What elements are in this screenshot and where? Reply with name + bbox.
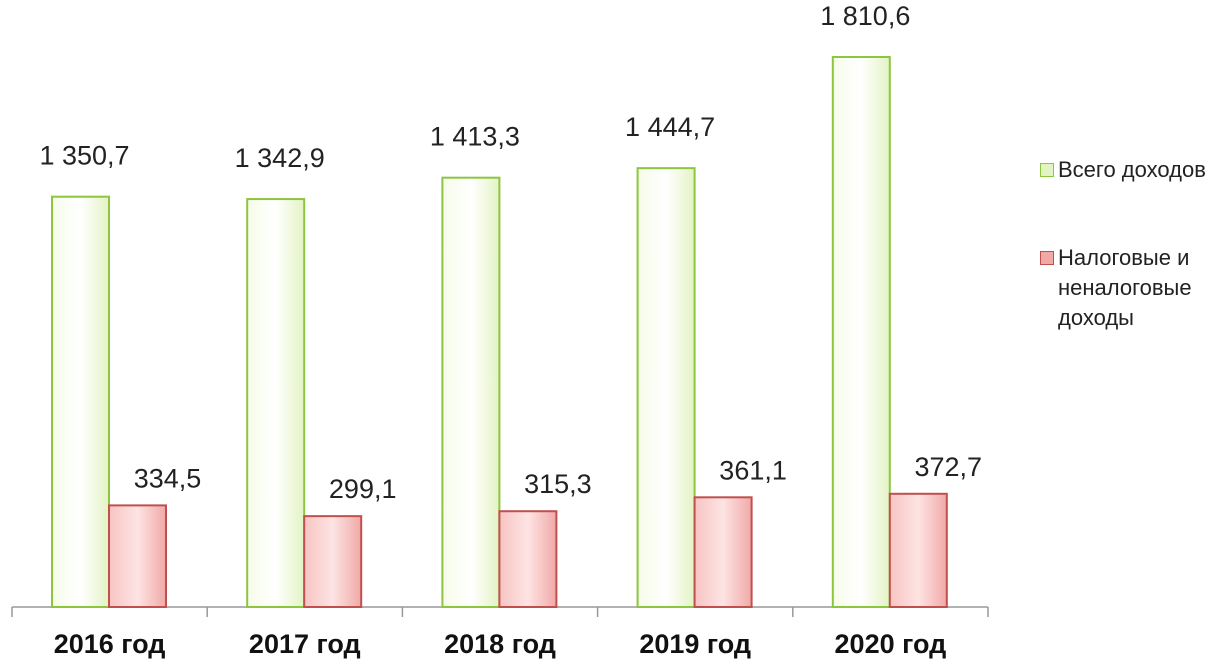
x-tick-label: 2017 год <box>249 629 361 659</box>
value-label: 1 444,7 <box>625 112 715 142</box>
bar <box>831 56 891 608</box>
bar <box>693 496 753 608</box>
x-tick-label: 2018 год <box>444 629 556 659</box>
legend-label: Всего доходов <box>1058 157 1206 182</box>
legend-label: Налоговые и неналоговые доходы <box>1058 245 1192 330</box>
bar <box>636 167 696 609</box>
bar <box>51 195 110 608</box>
bar <box>498 510 558 608</box>
bar <box>108 504 167 609</box>
bar <box>888 492 948 609</box>
value-label: 372,7 <box>915 452 983 482</box>
legend: Всего доходов Налоговые и неналоговые дох… <box>1040 155 1220 391</box>
bar <box>246 198 306 608</box>
x-tick-label: 2019 год <box>639 629 751 659</box>
bar <box>303 515 363 608</box>
value-label: 361,1 <box>719 455 787 485</box>
legend-swatch <box>1040 163 1054 177</box>
value-label: 1 342,9 <box>235 143 325 173</box>
value-label: 299,1 <box>329 474 397 504</box>
value-label: 315,3 <box>524 469 592 499</box>
bar <box>441 176 501 608</box>
value-label: 1 810,6 <box>820 1 910 31</box>
legend-item: Всего доходов <box>1040 155 1220 185</box>
legend-item: Налоговые и неналоговые доходы <box>1040 243 1220 333</box>
legend-swatch <box>1040 251 1054 265</box>
value-label: 334,5 <box>134 463 202 493</box>
x-tick-label: 2020 год <box>835 629 947 659</box>
x-tick-label: 2016 год <box>54 629 166 659</box>
value-label: 1 350,7 <box>39 141 129 171</box>
value-label: 1 413,3 <box>430 122 520 152</box>
